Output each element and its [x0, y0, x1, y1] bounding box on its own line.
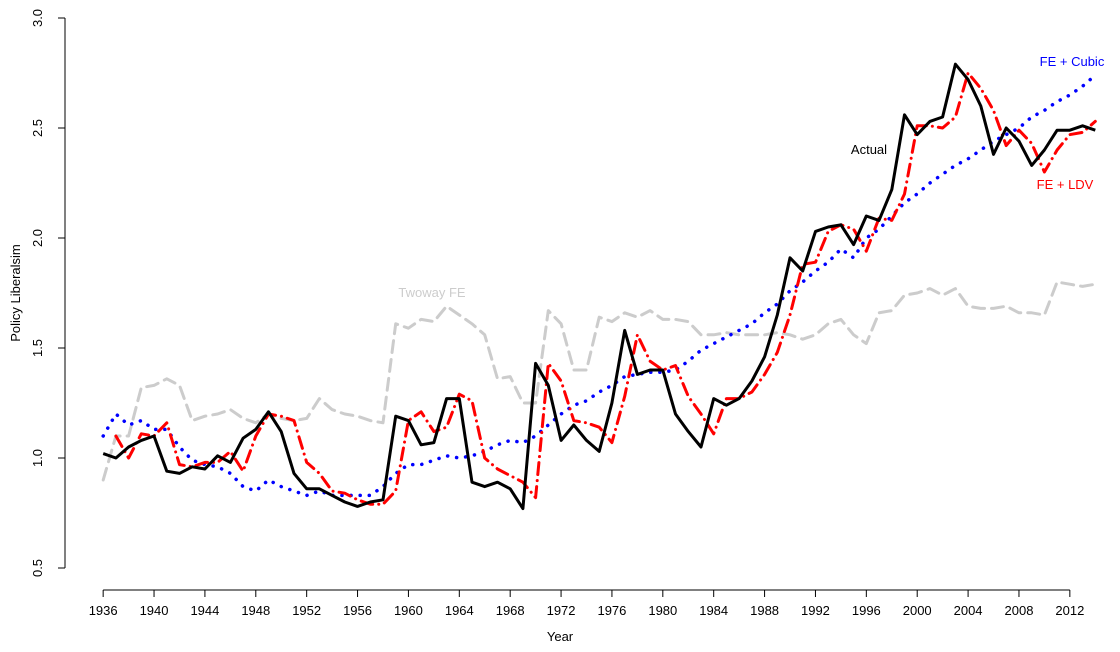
x-tick-label: 1972	[547, 603, 576, 618]
x-tick-label: 1992	[801, 603, 830, 618]
x-tick-label: 1960	[394, 603, 423, 618]
x-tick-label: 2000	[903, 603, 932, 618]
series-label: FE + Cubic	[1040, 54, 1105, 69]
series-line	[114, 71, 1097, 506]
x-tick-label: 1996	[852, 603, 881, 618]
y-tick-label: 2.5	[30, 119, 45, 137]
x-tick-label: 1988	[750, 603, 779, 618]
series-label: Actual	[851, 142, 887, 157]
x-tick-label: 1984	[699, 603, 728, 618]
y-tick-label: 2.0	[30, 229, 45, 247]
y-tick-label: 1.0	[30, 449, 45, 467]
series-label: Twoway FE	[398, 285, 466, 300]
x-tick-label: 1952	[292, 603, 321, 618]
x-tick-label: 2008	[1005, 603, 1034, 618]
x-tick-label: 1968	[496, 603, 525, 618]
x-tick-label: 1948	[241, 603, 270, 618]
series-label: FE + LDV	[1037, 177, 1094, 192]
x-tick-label: 1964	[445, 603, 474, 618]
x-tick-label: 2012	[1055, 603, 1084, 618]
series-line	[102, 62, 1096, 511]
x-axis-title: Year	[547, 629, 574, 644]
x-tick-label: 1944	[190, 603, 219, 618]
y-tick-label: 1.5	[30, 339, 45, 357]
x-tick-label: 1956	[343, 603, 372, 618]
y-tick-label: 3.0	[30, 9, 45, 27]
y-tick-label: 0.5	[30, 559, 45, 577]
x-tick-label: 1940	[140, 603, 169, 618]
y-axis-title: Policy Liberalsim	[8, 244, 23, 342]
x-tick-label: 1936	[89, 603, 118, 618]
series-line	[101, 73, 1098, 498]
x-tick-label: 1976	[597, 603, 626, 618]
x-tick-label: 2004	[954, 603, 983, 618]
x-tick-label: 1980	[648, 603, 677, 618]
